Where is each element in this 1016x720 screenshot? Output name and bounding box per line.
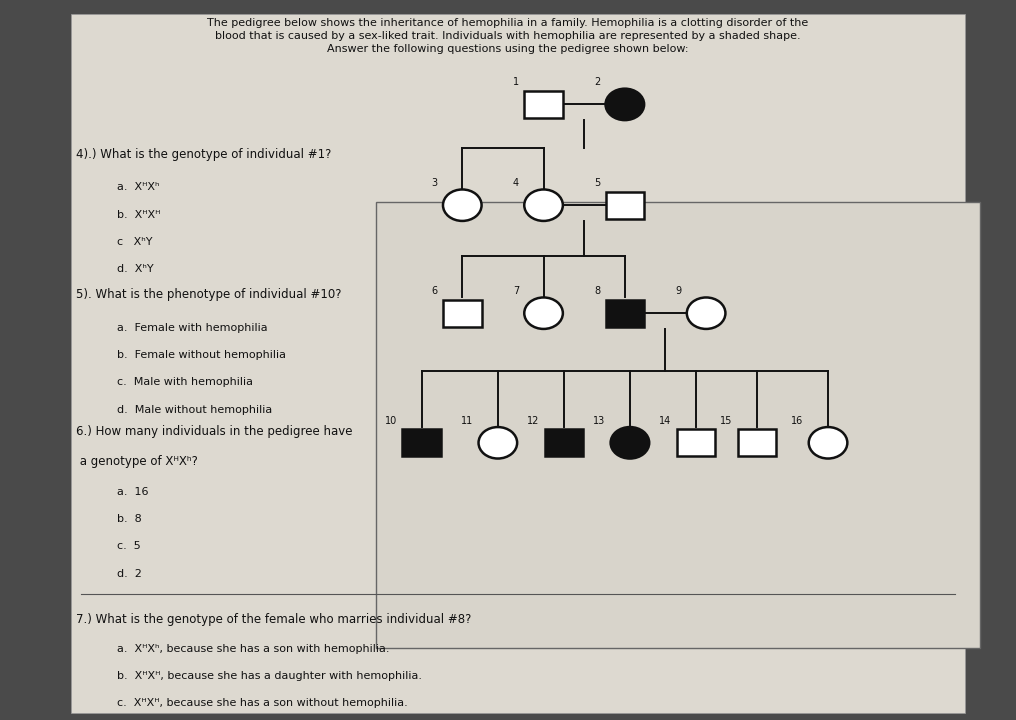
Ellipse shape (687, 297, 725, 329)
Text: 16: 16 (791, 415, 804, 426)
Bar (376, 202, 980, 648)
Text: d.  Male without hemophilia: d. Male without hemophilia (117, 405, 272, 415)
Text: 1: 1 (513, 77, 519, 87)
Text: b.  XᴴXᴴ, because she has a daughter with hemophilia.: b. XᴴXᴴ, because she has a daughter with… (117, 671, 422, 681)
Text: a.  XᴴXʰ, because she has a son with hemophilia.: a. XᴴXʰ, because she has a son with hemo… (117, 644, 389, 654)
Text: blood that is caused by a sex-liked trait. Individuals with hemophilia are repre: blood that is caused by a sex-liked trai… (215, 31, 801, 41)
Text: a.  XᴴXʰ: a. XᴴXʰ (117, 182, 160, 192)
Text: The pedigree below shows the inheritance of hemophilia in a family. Hemophilia i: The pedigree below shows the inheritance… (207, 18, 809, 28)
Text: Answer the following questions using the pedigree shown below:: Answer the following questions using the… (327, 44, 689, 54)
Bar (606, 192, 644, 219)
Text: c   XʰY: c XʰY (117, 237, 152, 247)
Text: b.  8: b. 8 (117, 514, 141, 524)
Ellipse shape (524, 297, 563, 329)
Bar (524, 91, 563, 118)
Bar (443, 300, 482, 327)
Text: c.  5: c. 5 (117, 541, 140, 552)
Ellipse shape (809, 427, 847, 459)
Text: d.  2: d. 2 (117, 569, 141, 579)
Text: 3: 3 (432, 178, 438, 188)
Ellipse shape (606, 89, 644, 120)
Text: 10: 10 (385, 415, 397, 426)
Text: 6.) How many individuals in the pedigree have: 6.) How many individuals in the pedigree… (76, 425, 353, 438)
Ellipse shape (611, 427, 649, 459)
Ellipse shape (524, 189, 563, 221)
Text: 6: 6 (432, 286, 438, 296)
Bar (71, 14, 965, 713)
Text: 5: 5 (594, 178, 600, 188)
Text: b.  Female without hemophilia: b. Female without hemophilia (117, 350, 285, 360)
Text: 4).) What is the genotype of individual #1?: 4).) What is the genotype of individual … (76, 148, 331, 161)
Bar (606, 300, 644, 327)
Bar (545, 429, 583, 456)
Ellipse shape (443, 189, 482, 221)
Text: a genotype of XᴴXʰ?: a genotype of XᴴXʰ? (76, 455, 198, 468)
Text: 9: 9 (676, 286, 682, 296)
Text: c.  Male with hemophilia: c. Male with hemophilia (117, 377, 253, 387)
Bar (738, 429, 776, 456)
Text: 5). What is the phenotype of individual #10?: 5). What is the phenotype of individual … (76, 288, 341, 301)
Text: 2: 2 (594, 77, 600, 87)
Text: 11: 11 (461, 415, 473, 426)
Text: 7.) What is the genotype of the female who marries individual #8?: 7.) What is the genotype of the female w… (76, 613, 471, 626)
Text: 13: 13 (593, 415, 606, 426)
Text: 15: 15 (720, 415, 733, 426)
Text: 7: 7 (513, 286, 519, 296)
Text: 14: 14 (659, 415, 672, 426)
Text: 4: 4 (513, 178, 519, 188)
Text: d.  XʰY: d. XʰY (117, 264, 153, 274)
Text: b.  XᴴXᴴ: b. XᴴXᴴ (117, 210, 161, 220)
Text: 8: 8 (594, 286, 600, 296)
Ellipse shape (479, 427, 517, 459)
Text: a.  16: a. 16 (117, 487, 148, 497)
Bar (402, 429, 441, 456)
Text: a.  Female with hemophilia: a. Female with hemophilia (117, 323, 267, 333)
Bar (677, 429, 715, 456)
Text: 12: 12 (527, 415, 539, 426)
Text: c.  XᴴXᴴ, because she has a son without hemophilia.: c. XᴴXᴴ, because she has a son without h… (117, 698, 407, 708)
